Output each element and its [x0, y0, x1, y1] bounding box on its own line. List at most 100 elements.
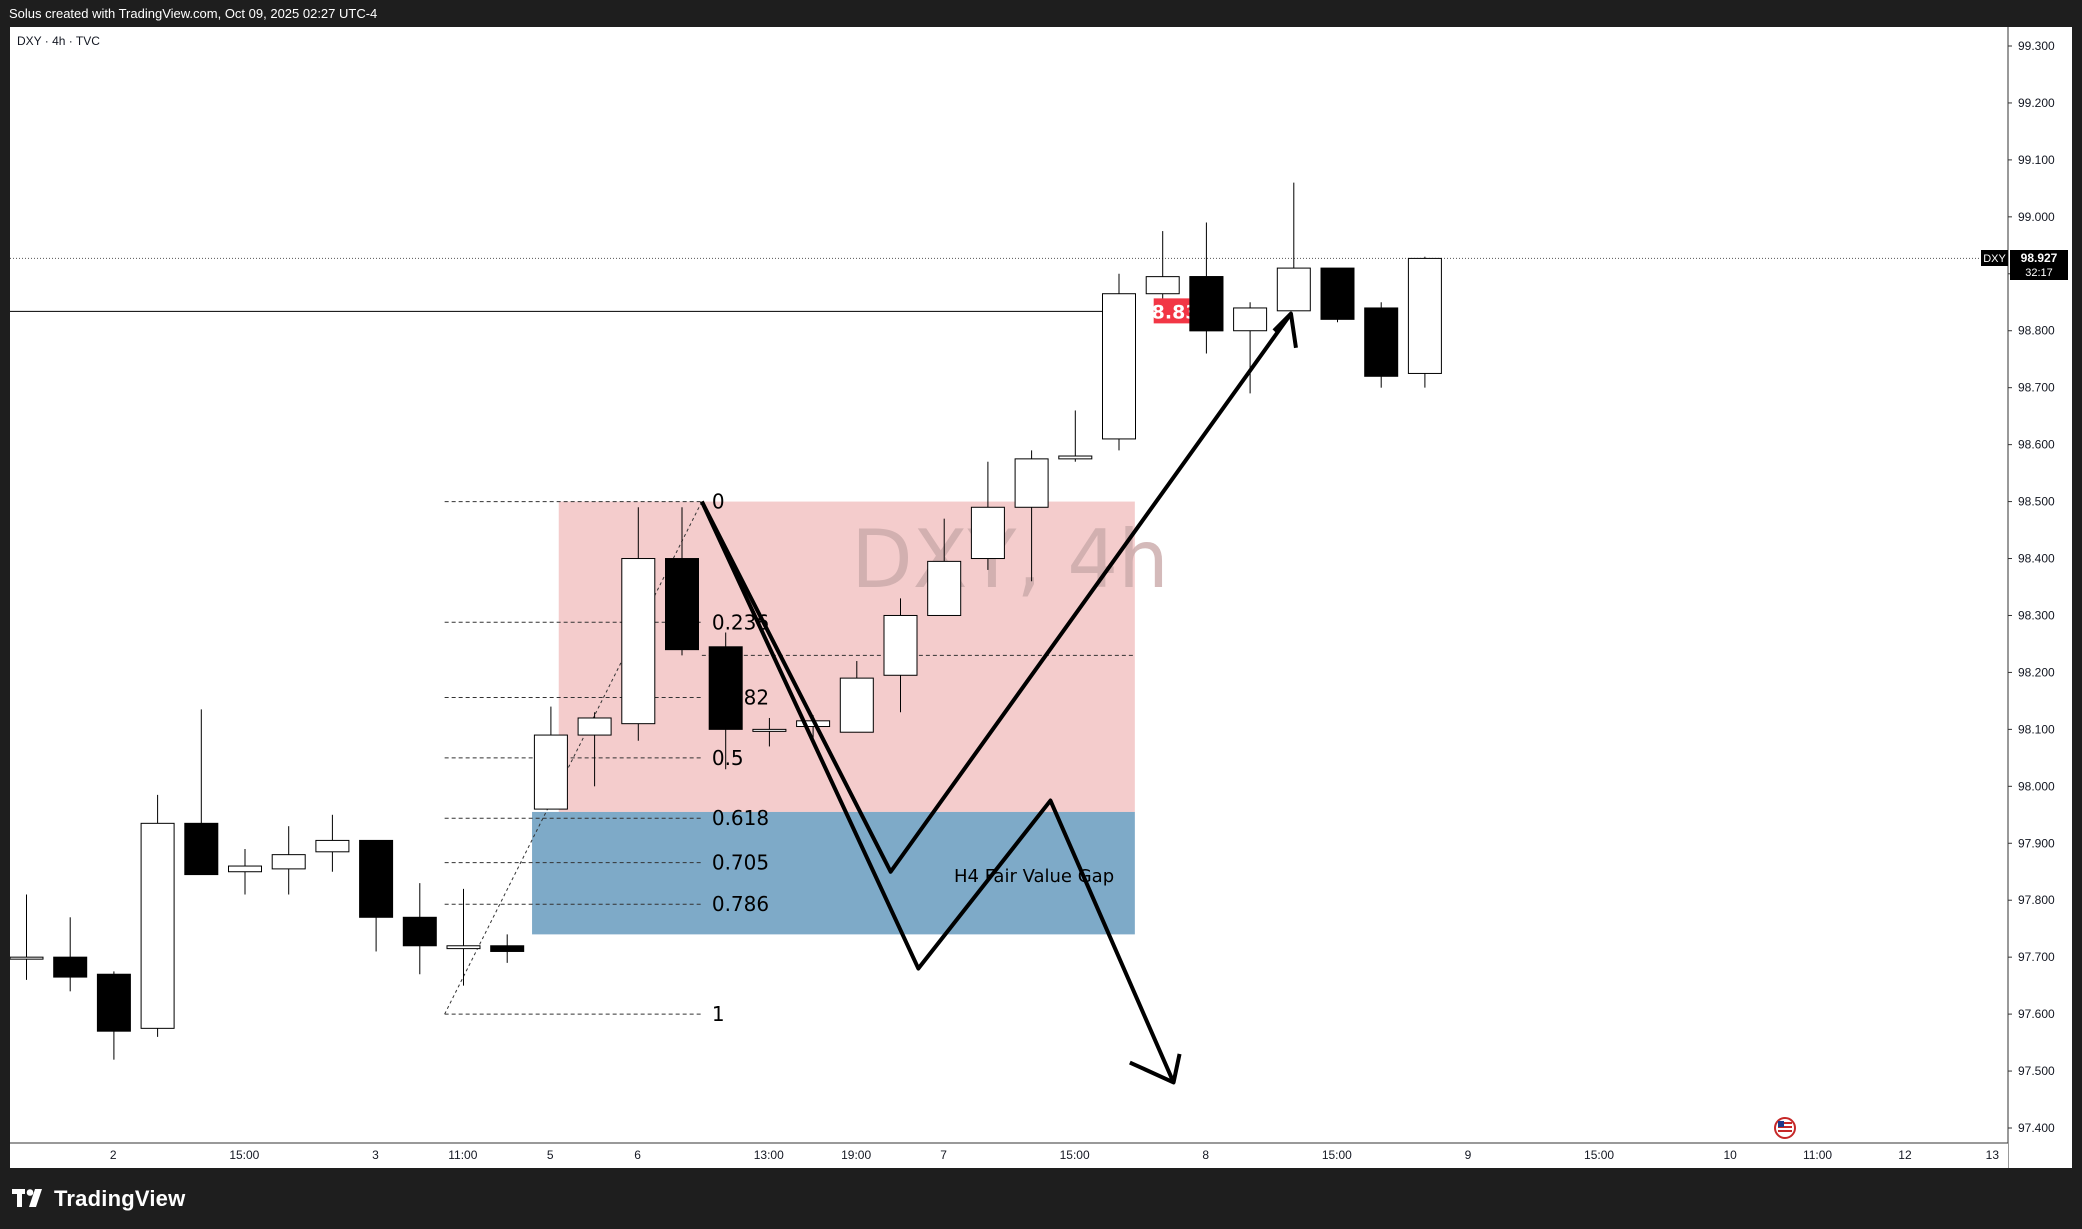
candle-body[interactable]: [752, 728, 787, 732]
fvg-label: H4 Fair Value Gap: [954, 866, 1114, 887]
legend-text: DXY · 4h · TVC: [17, 34, 100, 48]
bullish-path-arrow[interactable]: [700, 312, 1293, 874]
price-tick-label: 98.200: [2018, 665, 2055, 679]
time-tick-label: 6: [634, 1148, 641, 1162]
candle-body[interactable]: [621, 558, 656, 725]
candle-body[interactable]: [53, 956, 88, 978]
watermark: DXY, 4h: [851, 513, 1169, 606]
price-tick-label: 97.800: [2018, 893, 2055, 907]
candle-body[interactable]: [1233, 307, 1268, 332]
time-tick-label: 5: [547, 1148, 554, 1162]
arrowhead-up: [1272, 311, 1298, 349]
time-axis-bg[interactable]: [10, 1143, 2008, 1168]
candle-body[interactable]: [1145, 276, 1180, 295]
price-tag-value: 98.927: [2021, 251, 2058, 265]
price-tick-label: 98.800: [2018, 324, 2055, 338]
price-tag-countdown: 32:17: [2025, 267, 2053, 279]
price-tick-label: 98.600: [2018, 438, 2055, 452]
time-tick-label: 8: [1202, 1148, 1209, 1162]
candle-body[interactable]: [1276, 267, 1311, 312]
candle-body[interactable]: [10, 956, 44, 960]
candle-body[interactable]: [1058, 455, 1093, 460]
price-tag-bg: [2010, 250, 2068, 280]
price-tick-label: 98.500: [2018, 495, 2055, 509]
time-tick-label: 11:00: [1803, 1148, 1832, 1162]
time-tick-label: 15:00: [1322, 1148, 1352, 1162]
candle-body[interactable]: [533, 734, 568, 810]
us-flag-event-icon[interactable]: [1774, 1117, 1796, 1139]
price-tick-label: 98.300: [2018, 608, 2055, 622]
candle-body[interactable]: [315, 839, 350, 853]
footer-bar: TradingView: [0, 1168, 2082, 1229]
price-tick-label: 99.300: [2018, 39, 2055, 53]
candle-body[interactable]: [359, 839, 394, 918]
time-tick-label: 15:00: [1584, 1148, 1614, 1162]
time-tick-label: 13:00: [754, 1148, 784, 1162]
price-tick-label: 99.200: [2018, 96, 2055, 110]
candle-body[interactable]: [228, 865, 262, 873]
candle-body[interactable]: [839, 677, 874, 733]
time-tick-label: 11:00: [448, 1148, 477, 1162]
price-tick-label: 98.700: [2018, 381, 2055, 395]
time-tick-label: 15:00: [1060, 1148, 1090, 1162]
time-tick-label: 3: [372, 1148, 379, 1162]
price-tick-label: 99.100: [2018, 153, 2055, 167]
fib-level-label: 0.618: [712, 806, 769, 830]
price-tick-label: 98.000: [2018, 779, 2055, 793]
header-bar: Solus created with TradingView.com, Oct …: [0, 0, 2082, 27]
arrowhead-down: [1129, 1053, 1182, 1085]
candle-body[interactable]: [446, 945, 481, 950]
candle-body[interactable]: [927, 560, 962, 616]
candle-body[interactable]: [140, 822, 175, 1029]
price-tick-label: 97.500: [2018, 1064, 2055, 1078]
fib-level-label: 0.5: [712, 746, 744, 770]
candle-body[interactable]: [883, 614, 918, 676]
header-text: Solus created with TradingView.com, Oct …: [9, 6, 378, 21]
price-axis-bg[interactable]: [2008, 27, 2072, 1168]
time-tick-label: 13: [1986, 1148, 2000, 1162]
candle-body[interactable]: [1364, 307, 1399, 377]
tradingview-logo-icon: [12, 1189, 42, 1207]
time-tick-label: 7: [940, 1148, 947, 1162]
price-tick-label: 98.400: [2018, 552, 2055, 566]
time-tick-label: 10: [1723, 1148, 1737, 1162]
candle-body[interactable]: [708, 646, 743, 730]
time-tick-label: 2: [110, 1148, 117, 1162]
symbol-tag-bg: [1981, 250, 2008, 266]
last-price-tag: DXY 98.927 32:17: [1981, 250, 2068, 280]
candle-body[interactable]: [577, 717, 612, 736]
time-tick-label: 9: [1465, 1148, 1472, 1162]
tradingview-logo-text: TradingView: [54, 1186, 186, 1211]
candle-body[interactable]: [1189, 276, 1224, 332]
candle-body[interactable]: [1102, 293, 1136, 440]
price-tick-label: 97.900: [2018, 836, 2055, 850]
time-tick-label: 15:00: [229, 1148, 259, 1162]
fair-value-gap-rect[interactable]: [532, 811, 1135, 935]
time-tick-label: 12: [1898, 1148, 1912, 1162]
candle-body[interactable]: [96, 973, 131, 1032]
candle-body[interactable]: [490, 945, 525, 952]
price-tick-label: 98.100: [2018, 722, 2055, 736]
candle-body[interactable]: [665, 558, 699, 651]
price-tick-label: 97.700: [2018, 950, 2055, 964]
candle-body[interactable]: [1407, 257, 1442, 374]
fib-level-label: 1: [712, 1002, 725, 1026]
price-tick-label: 99.000: [2018, 210, 2055, 224]
symbol-tag: DXY: [1983, 253, 2006, 265]
time-tick-label: 19:00: [841, 1148, 871, 1162]
candle-body[interactable]: [1320, 267, 1355, 320]
tradingview-logo[interactable]: TradingView: [12, 1186, 185, 1212]
fib-level-label: 0.786: [712, 892, 769, 916]
candle-body[interactable]: [271, 854, 306, 870]
bearish-path-arrow[interactable]: [700, 500, 1176, 1084]
candle-body[interactable]: [1014, 458, 1049, 508]
price-tick-label: 97.400: [2018, 1121, 2055, 1135]
candle-body[interactable]: [970, 506, 1005, 560]
candle-body[interactable]: [402, 916, 437, 947]
candle-body[interactable]: [184, 822, 219, 876]
fib-level-label: 0.705: [712, 851, 769, 875]
fib-level-label: 0: [712, 490, 725, 514]
price-tick-label: 97.600: [2018, 1007, 2055, 1021]
